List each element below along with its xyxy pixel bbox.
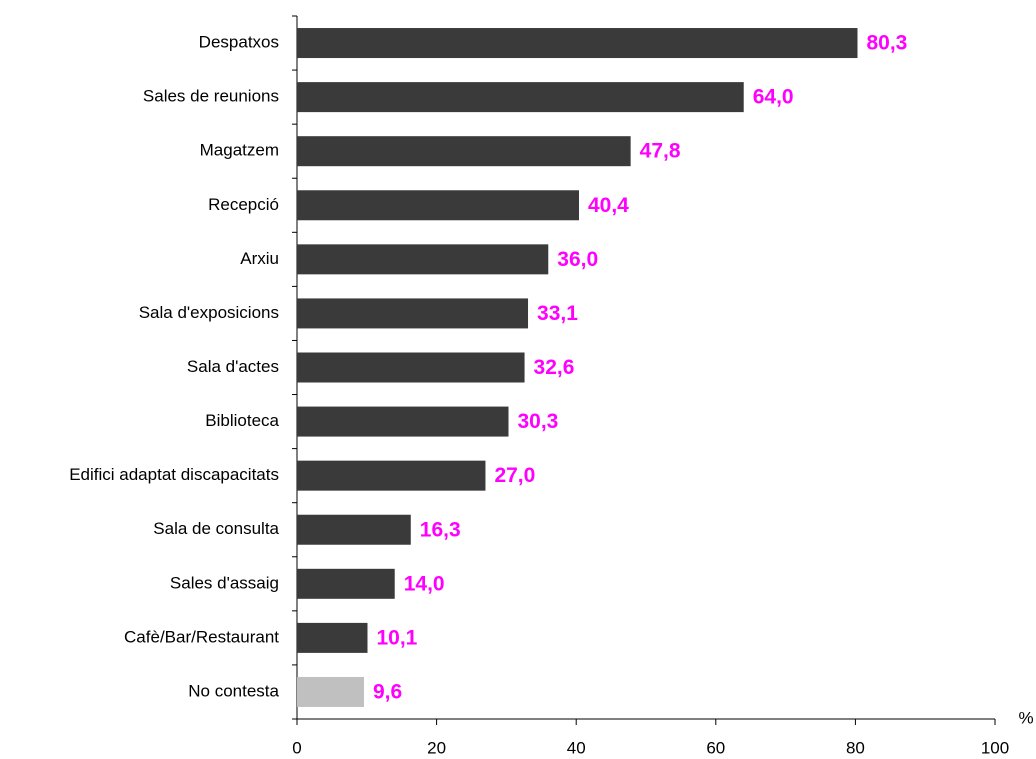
y-tick-label: Despatxos xyxy=(199,33,279,52)
y-tick-label: Sala de consulta xyxy=(153,519,279,538)
value-label: 32,6 xyxy=(534,356,575,379)
y-tick-label: Recepció xyxy=(208,195,279,214)
value-label: 9,6 xyxy=(373,681,402,704)
value-label: 47,8 xyxy=(640,140,681,163)
y-tick-label: Biblioteca xyxy=(205,411,279,430)
bar xyxy=(297,460,486,491)
bar xyxy=(297,244,549,275)
y-tick-label: Sala d'exposicions xyxy=(139,303,279,322)
y-tick-label: Sala d'actes xyxy=(187,357,279,376)
bar xyxy=(297,676,365,707)
value-label: 40,4 xyxy=(588,194,629,217)
bar xyxy=(297,28,858,59)
value-label: 64,0 xyxy=(753,86,794,109)
x-tick-label: 0 xyxy=(292,738,301,757)
bar xyxy=(297,568,395,599)
bar xyxy=(297,622,368,653)
y-tick-label: Cafè/Bar/Restaurant xyxy=(124,627,279,646)
bar xyxy=(297,514,411,545)
value-label: 80,3 xyxy=(866,32,907,55)
y-tick-label: Edifici adaptat discapacitats xyxy=(69,465,279,484)
bar xyxy=(297,406,509,437)
value-label: 36,0 xyxy=(557,248,598,271)
bar xyxy=(297,82,744,113)
y-tick-label: Sales d'assaig xyxy=(170,573,279,592)
y-tick-label: Magatzem xyxy=(200,141,279,160)
y-tick-label: No contesta xyxy=(188,681,279,700)
x-tick-label: 60 xyxy=(706,738,725,757)
x-tick-label: 80 xyxy=(846,738,865,757)
value-label: 16,3 xyxy=(420,518,461,541)
x-tick-label: 20 xyxy=(427,738,446,757)
x-axis-label: % xyxy=(1018,708,1033,727)
value-label: 30,3 xyxy=(517,410,558,433)
value-label: 33,1 xyxy=(537,302,578,325)
bar xyxy=(297,190,579,221)
y-tick-label: Sales de reunions xyxy=(143,87,279,106)
value-label: 14,0 xyxy=(404,572,445,595)
value-label: 10,1 xyxy=(376,626,417,649)
y-tick-label: Arxiu xyxy=(240,249,279,268)
bar xyxy=(297,298,529,329)
x-tick-label: 100 xyxy=(981,738,1009,757)
value-label: 27,0 xyxy=(494,464,535,487)
x-tick-label: 40 xyxy=(567,738,586,757)
bar xyxy=(297,136,631,167)
bar xyxy=(297,352,525,383)
